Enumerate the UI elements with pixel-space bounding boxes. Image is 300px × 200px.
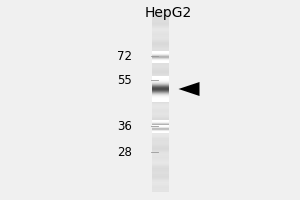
Text: 72: 72 (117, 49, 132, 62)
Text: HepG2: HepG2 (144, 6, 192, 20)
Text: 55: 55 (117, 73, 132, 86)
Text: 36: 36 (117, 119, 132, 132)
Polygon shape (178, 82, 200, 96)
Text: 28: 28 (117, 146, 132, 158)
